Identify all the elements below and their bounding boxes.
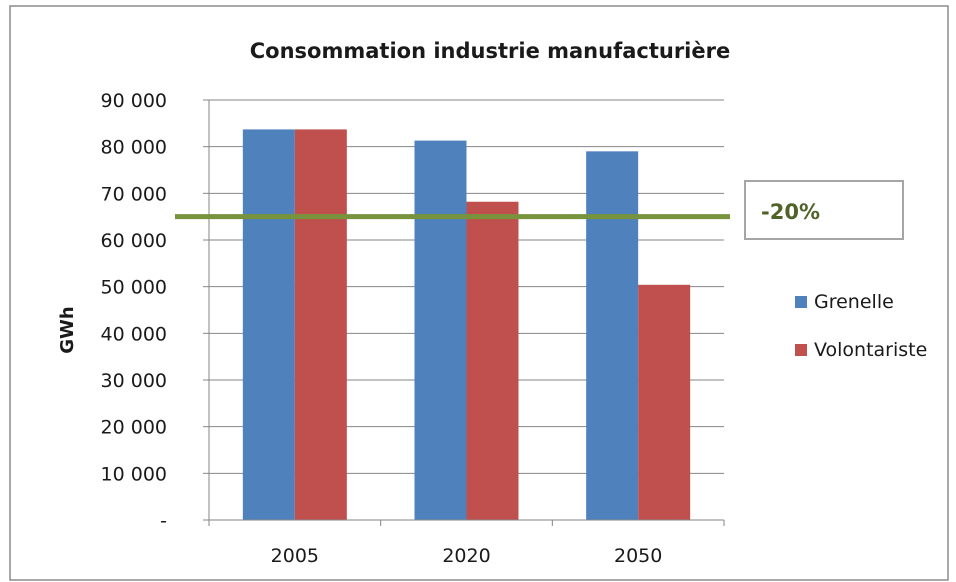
y-tick-label: 60 000 [101,230,167,252]
x-tick-labels: 2005 2020 2050 [271,545,663,567]
y-tick-label: 30 000 [101,370,167,392]
annotation-text: -20% [761,200,820,224]
y-tick-label: 70 000 [101,183,167,205]
bar-volontariste-2050 [638,284,691,520]
y-tick-label: 10 000 [101,463,167,485]
y-tick-label: 40 000 [101,323,167,345]
legend-label: Volontariste [814,339,927,361]
legend-label: Grenelle [814,291,894,313]
annotation-group: -20% [744,180,904,240]
y-tick-labels: - 10 000 20 000 30 000 40 000 50 000 60 000 70 … [101,90,167,532]
bar-grenelle-2005 [242,129,295,520]
y-tick-label: 20 000 [101,417,167,439]
y-axis-label: GWh [57,306,78,353]
x-tick-label: 2020 [442,545,490,567]
y-tick-label: 90 000 [101,90,167,112]
annotation-box [744,180,904,240]
bar-volontariste-2005 [294,129,347,520]
y-tick-label: 80 000 [101,137,167,159]
legend: Grenelle Volontariste [795,291,927,361]
bars [242,129,691,521]
x-tick-label: 2050 [614,545,662,567]
legend-swatch [795,344,807,356]
y-tick-label: 50 000 [101,277,167,299]
legend-swatch [795,296,807,308]
bar-volontariste-2020 [466,201,519,520]
bar-grenelle-2050 [586,151,639,521]
axes [203,99,725,526]
y-tick-label: - [160,510,167,532]
chart-title: Consommation industrie manufacturière [250,39,730,63]
x-tick-label: 2005 [271,545,319,567]
bar-grenelle-2020 [414,140,467,520]
